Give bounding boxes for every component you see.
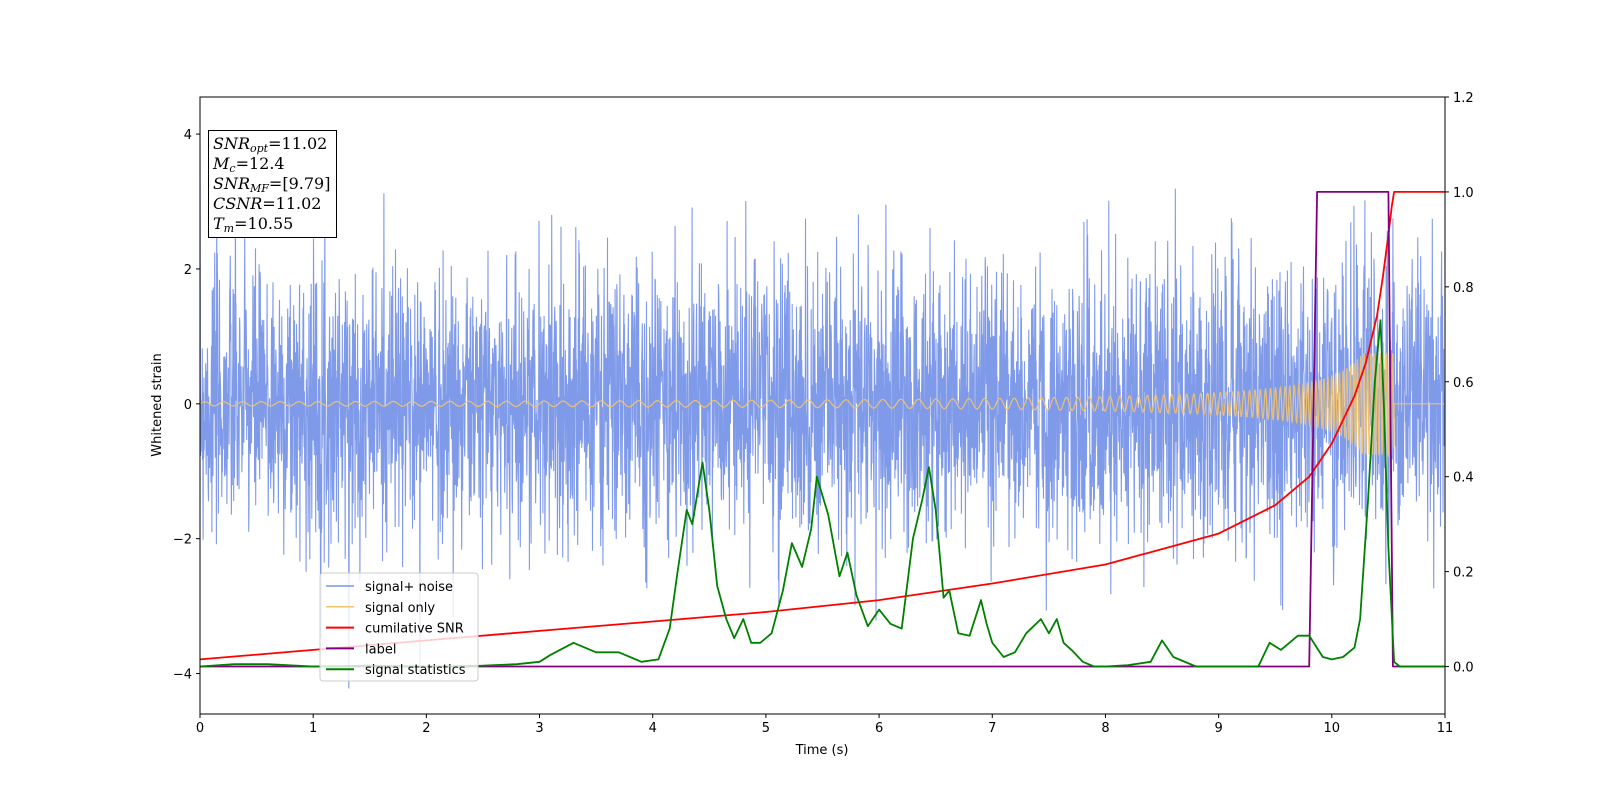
x-tick-label: 11 (1437, 721, 1454, 736)
y-tick-label: 4 (184, 128, 192, 143)
x-tick-label: 2 (422, 721, 430, 736)
x-tick-label: 4 (649, 721, 657, 736)
series-cumulative-snr (200, 191, 1445, 661)
legend-frame (319, 572, 479, 682)
legend-entry: signal only (365, 601, 435, 616)
y2-tick-label: 1.2 (1453, 91, 1474, 106)
merger-time-annotation: Tm=10.55 (213, 214, 294, 235)
chirp-mass-annotation: Mc=12.4 (213, 154, 285, 175)
x-tick-label: 1 (309, 721, 317, 736)
x-axis-label: Time (s) (795, 743, 849, 758)
y-tick-label: 0 (184, 398, 192, 413)
y2-tick-label: 0.6 (1453, 376, 1474, 391)
y-tick-label: −4 (173, 668, 192, 683)
y2-tick-label: 0.0 (1453, 661, 1474, 676)
y-axis-right: 0.0 0.2 0.4 0.6 0.8 1.0 1.2 (1445, 91, 1474, 676)
series-layer (200, 141, 1445, 689)
legend-entry: cumilative SNR (365, 622, 464, 637)
y-tick-label: −2 (173, 533, 192, 548)
x-tick-label: 3 (535, 721, 543, 736)
legend-entry: label (365, 642, 396, 657)
series-signal-plus-noise (200, 141, 1445, 689)
legend: signal+ noise signal only cumilative SNR la… (319, 572, 479, 682)
x-tick-label: 9 (1214, 721, 1222, 736)
series-signal-statistics (200, 319, 1445, 668)
x-tick-label: 10 (1324, 721, 1341, 736)
series-signal-only (200, 352, 1445, 456)
x-tick-label: 6 (875, 721, 883, 736)
x-axis: 0 1 2 3 4 5 6 7 8 9 10 11 (196, 714, 1453, 736)
x-tick-label: 7 (988, 721, 996, 736)
plot-frame (199, 96, 1446, 715)
snr-opt-annotation: SNRopt=11.02 (213, 134, 328, 155)
x-tick-label: 0 (196, 721, 204, 736)
snr-mf-annotation: SNRMF=[9.79] (213, 174, 331, 195)
y-axis-left: −4 −2 0 2 4 (173, 128, 200, 683)
y2-tick-label: 1.0 (1453, 186, 1474, 201)
x-tick-label: 8 (1101, 721, 1109, 736)
y-tick-label: 2 (184, 263, 192, 278)
legend-entry: signal+ noise (365, 580, 453, 595)
csnr-annotation: CSNR=11.02 (213, 194, 322, 213)
y2-tick-label: 0.8 (1453, 281, 1474, 296)
annotation-box: SNRopt=11.02 Mc=12.4 SNRMF=[9.79] CSNR=1… (208, 130, 338, 238)
y2-tick-label: 0.4 (1453, 471, 1474, 486)
y-axis-label: Whitened strain (150, 353, 165, 456)
y2-tick-label: 0.2 (1453, 566, 1474, 581)
legend-entry: signal statistics (365, 663, 466, 678)
x-tick-label: 5 (762, 721, 770, 736)
